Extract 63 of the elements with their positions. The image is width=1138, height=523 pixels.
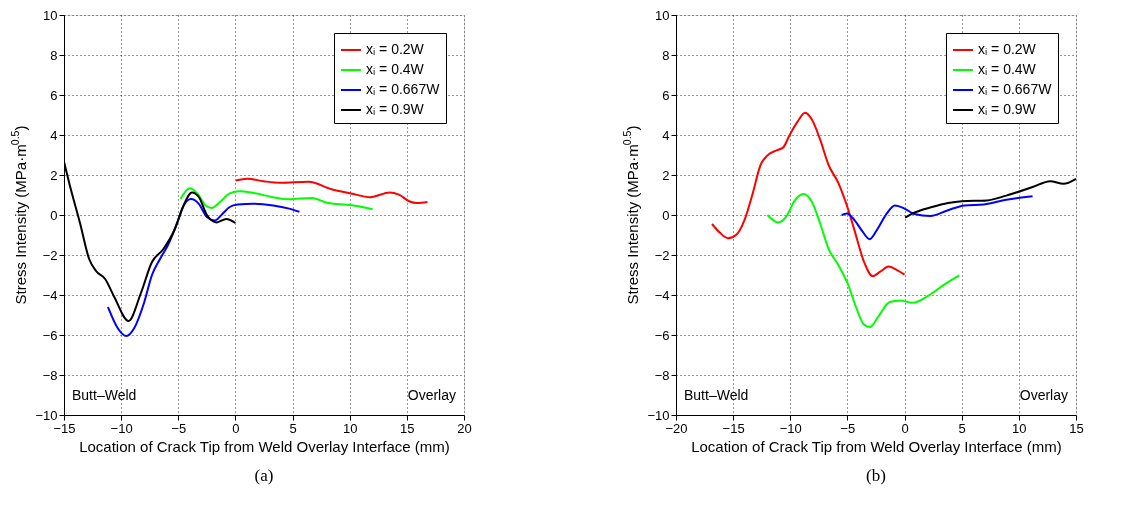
x-tick-label: −10: [110, 420, 133, 436]
y-tick-label: 4: [50, 127, 58, 143]
legend-label: xᵢ = 0.9W: [978, 101, 1037, 117]
y-tick-label: 8: [50, 47, 58, 63]
y-tick-label: 6: [50, 87, 58, 103]
x-tick-label: 10: [342, 420, 358, 436]
legend-label: xᵢ = 0.667W: [366, 81, 441, 97]
y-tick-label: 6: [662, 87, 670, 103]
x-tick-label: 0: [901, 420, 909, 436]
y-tick-label: −8: [654, 367, 670, 383]
y-tick-label: 2: [662, 167, 670, 183]
line-series: [840, 195, 1034, 241]
text: (b): [866, 466, 886, 485]
annotation: Butt–Weld: [72, 387, 137, 403]
legend-label: xᵢ = 0.4W: [366, 61, 425, 77]
y-tick-label: −4: [654, 287, 670, 303]
y-tick-label: 0: [50, 207, 58, 223]
y-axis-title: Stress Intensity (MPa·m0.5): [621, 125, 641, 305]
y-tick-label: −4: [42, 287, 58, 303]
x-axis-title: Location of Crack Tip from Weld Overlay Interface (mm): [79, 437, 450, 455]
y-tick-label: −2: [654, 247, 670, 263]
x-tick-label: −15: [53, 420, 76, 436]
line-series: [904, 177, 1076, 219]
y-tick-label: −10: [35, 407, 58, 423]
line-series: [711, 111, 906, 278]
legend-label: xᵢ = 0.667W: [978, 81, 1053, 97]
line-series: [107, 198, 301, 337]
y-tick-label: 2: [50, 167, 58, 183]
y-tick-label: 4: [662, 127, 670, 143]
x-tick-label: −20: [665, 420, 688, 436]
x-tick-label: 15: [400, 420, 415, 436]
y-tick-label: 10: [655, 7, 670, 23]
y-tick-label: 10: [43, 7, 58, 23]
legend-label: xᵢ = 0.2W: [978, 41, 1037, 57]
x-tick-label: −15: [722, 420, 745, 436]
text: (a): [254, 466, 274, 485]
x-tick-label: 0: [232, 420, 240, 436]
x-tick-label: −5: [840, 420, 856, 436]
annotation: Overlay: [1019, 387, 1068, 403]
legend-label: xᵢ = 0.4W: [978, 61, 1037, 77]
x-tick-label: 5: [289, 420, 297, 436]
x-tick-label: 5: [958, 420, 966, 436]
y-tick-label: 0: [662, 207, 670, 223]
x-tick-label: 15: [1069, 420, 1084, 436]
legend-label: xᵢ = 0.9W: [366, 101, 425, 117]
y-tick-label: −10: [647, 407, 670, 423]
y-tick-label: −2: [42, 247, 58, 263]
x-tick-label: −10: [779, 420, 802, 436]
annotation: Butt–Weld: [684, 387, 749, 403]
x-tick-label: 20: [457, 420, 472, 436]
y-tick-label: −6: [654, 327, 670, 343]
x-tick-label: −5: [171, 420, 187, 436]
line-series: [766, 193, 961, 328]
y-tick-label: −8: [42, 367, 58, 383]
x-tick-label: 10: [1012, 420, 1027, 436]
y-tick-label: −6: [42, 327, 58, 343]
x-axis-title: Location of Crack Tip from Weld Overlay Interface (mm): [691, 437, 1062, 455]
line-series: [235, 177, 429, 204]
y-tick-label: 8: [662, 47, 670, 63]
annotation: Overlay: [407, 387, 456, 403]
legend-label: xᵢ = 0.2W: [366, 41, 425, 57]
y-axis-title: Stress Intensity (MPa·m0.5): [9, 125, 29, 305]
line-series: [179, 187, 374, 211]
